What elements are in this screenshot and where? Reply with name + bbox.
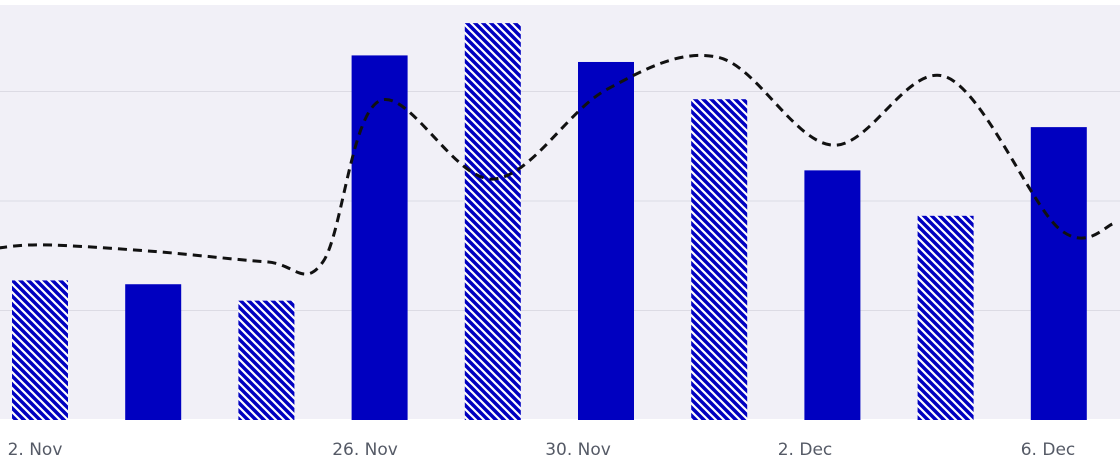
bar (804, 170, 861, 420)
bar (12, 280, 68, 420)
x-tick-label: 2. Nov (8, 440, 63, 460)
bar (125, 284, 182, 420)
x-axis: 2. Nov 26. Nov 30. Nov 2. Dec 6. Dec (8, 440, 1076, 460)
bar (1030, 127, 1087, 420)
bar (464, 23, 521, 420)
dashed-trend-line (0, 53, 1116, 276)
bar (691, 99, 748, 420)
x-tick-label: 26. Nov (332, 440, 398, 460)
bar (351, 55, 408, 421)
x-tick-label: 30. Nov (545, 440, 611, 460)
bar (917, 215, 974, 420)
bars (12, 23, 1087, 421)
x-tick-label: 2. Dec (778, 440, 833, 460)
x-tick-label: 6. Dec (1021, 440, 1076, 460)
bar (578, 61, 634, 420)
bar (238, 300, 295, 420)
